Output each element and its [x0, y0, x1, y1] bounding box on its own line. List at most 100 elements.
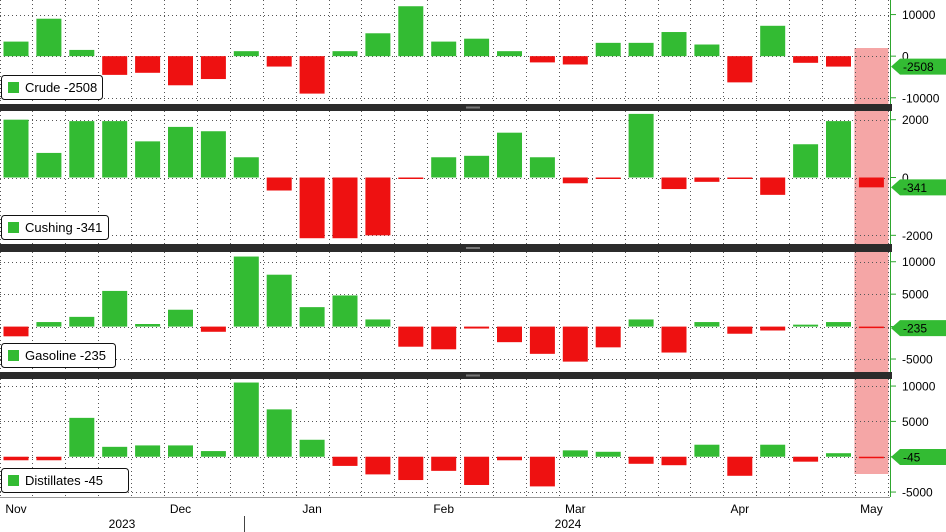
panel-separator — [0, 244, 892, 252]
bar — [365, 456, 391, 475]
tick-label: 5000 — [902, 288, 929, 302]
bar — [826, 121, 851, 178]
bar — [299, 307, 325, 327]
bar — [3, 41, 29, 57]
bar — [628, 113, 654, 178]
bar — [102, 290, 128, 327]
legend-box — [1, 343, 116, 368]
legend-label: Cushing -341 — [25, 220, 102, 235]
bar — [628, 319, 654, 327]
bar — [431, 157, 457, 178]
last-value-label: -235 — [903, 322, 927, 336]
bar — [497, 132, 522, 178]
month-label: May — [860, 502, 883, 516]
bar — [628, 42, 654, 57]
tick-label: -5000 — [902, 486, 933, 500]
bar — [365, 177, 391, 236]
legend-box — [1, 215, 109, 240]
bar — [332, 177, 358, 239]
bar — [793, 456, 819, 462]
bar — [760, 326, 786, 331]
separator-grip — [466, 374, 480, 377]
bar — [595, 451, 621, 457]
panel-cushing: 2000 0 -2000 -341 Cushing -341 — [0, 111, 946, 244]
bar — [398, 456, 424, 481]
bar — [233, 157, 259, 178]
bar — [69, 417, 95, 457]
bar — [102, 56, 128, 75]
tick-label: 0 — [902, 50, 909, 64]
bar — [793, 144, 819, 178]
bar — [562, 56, 588, 65]
bar — [398, 177, 424, 179]
tick-label: -5000 — [902, 353, 933, 367]
bar — [562, 450, 588, 457]
bar — [36, 152, 62, 178]
bar — [36, 322, 62, 327]
bar — [200, 451, 226, 457]
bar — [694, 44, 720, 57]
bar — [464, 456, 490, 485]
legend-label: Distillates -45 — [25, 473, 103, 488]
bar — [233, 382, 259, 457]
tick-label: -2000 — [902, 229, 933, 243]
month-label: Jan — [302, 502, 321, 516]
separator-grip — [466, 106, 480, 109]
bar — [431, 326, 457, 350]
bar — [793, 56, 819, 63]
last-value-label: -341 — [903, 181, 927, 195]
bar — [858, 177, 884, 188]
bar — [464, 326, 490, 329]
last-value-badge — [891, 58, 946, 75]
bar — [628, 456, 654, 464]
tick-label: -10000 — [902, 91, 940, 105]
bar — [200, 131, 226, 178]
bar — [299, 439, 325, 457]
legend-swatch — [8, 350, 19, 361]
bar — [595, 326, 621, 348]
separator-grip — [466, 247, 480, 249]
bar — [760, 25, 786, 57]
bar — [299, 177, 325, 239]
bar — [727, 56, 753, 83]
bar — [464, 155, 490, 178]
bar — [36, 18, 62, 57]
bar — [36, 456, 62, 461]
bar — [562, 177, 588, 184]
bar — [661, 32, 687, 57]
bar — [135, 324, 161, 327]
bar — [529, 56, 555, 63]
bar — [497, 456, 522, 461]
bar — [431, 41, 457, 57]
legend-label: Crude -2508 — [25, 80, 97, 95]
bar — [793, 324, 819, 327]
month-label: Apr — [730, 502, 749, 516]
bar — [727, 456, 753, 476]
bar — [694, 444, 720, 457]
bar — [266, 274, 292, 327]
bar — [727, 177, 753, 179]
bar — [135, 445, 161, 457]
bar — [529, 157, 555, 178]
month-label: Mar — [565, 502, 586, 516]
legend-box — [1, 468, 129, 493]
bar — [365, 319, 391, 327]
x-axis: Nov Dec Jan Feb Mar Apr May 2023 2024 — [0, 497, 890, 532]
tick-label: 10000 — [902, 380, 936, 394]
tick-label: 10000 — [902, 255, 936, 269]
bar — [332, 456, 358, 466]
bar — [69, 121, 95, 178]
month-label: Dec — [170, 502, 191, 516]
bar — [69, 49, 95, 57]
year-label: 2024 — [555, 517, 582, 531]
bar — [200, 326, 226, 332]
bar — [299, 56, 325, 94]
legend-label: Gasoline -235 — [25, 348, 106, 363]
bar — [760, 177, 786, 195]
bar — [826, 453, 851, 457]
bar — [595, 42, 621, 57]
bar — [233, 51, 259, 57]
